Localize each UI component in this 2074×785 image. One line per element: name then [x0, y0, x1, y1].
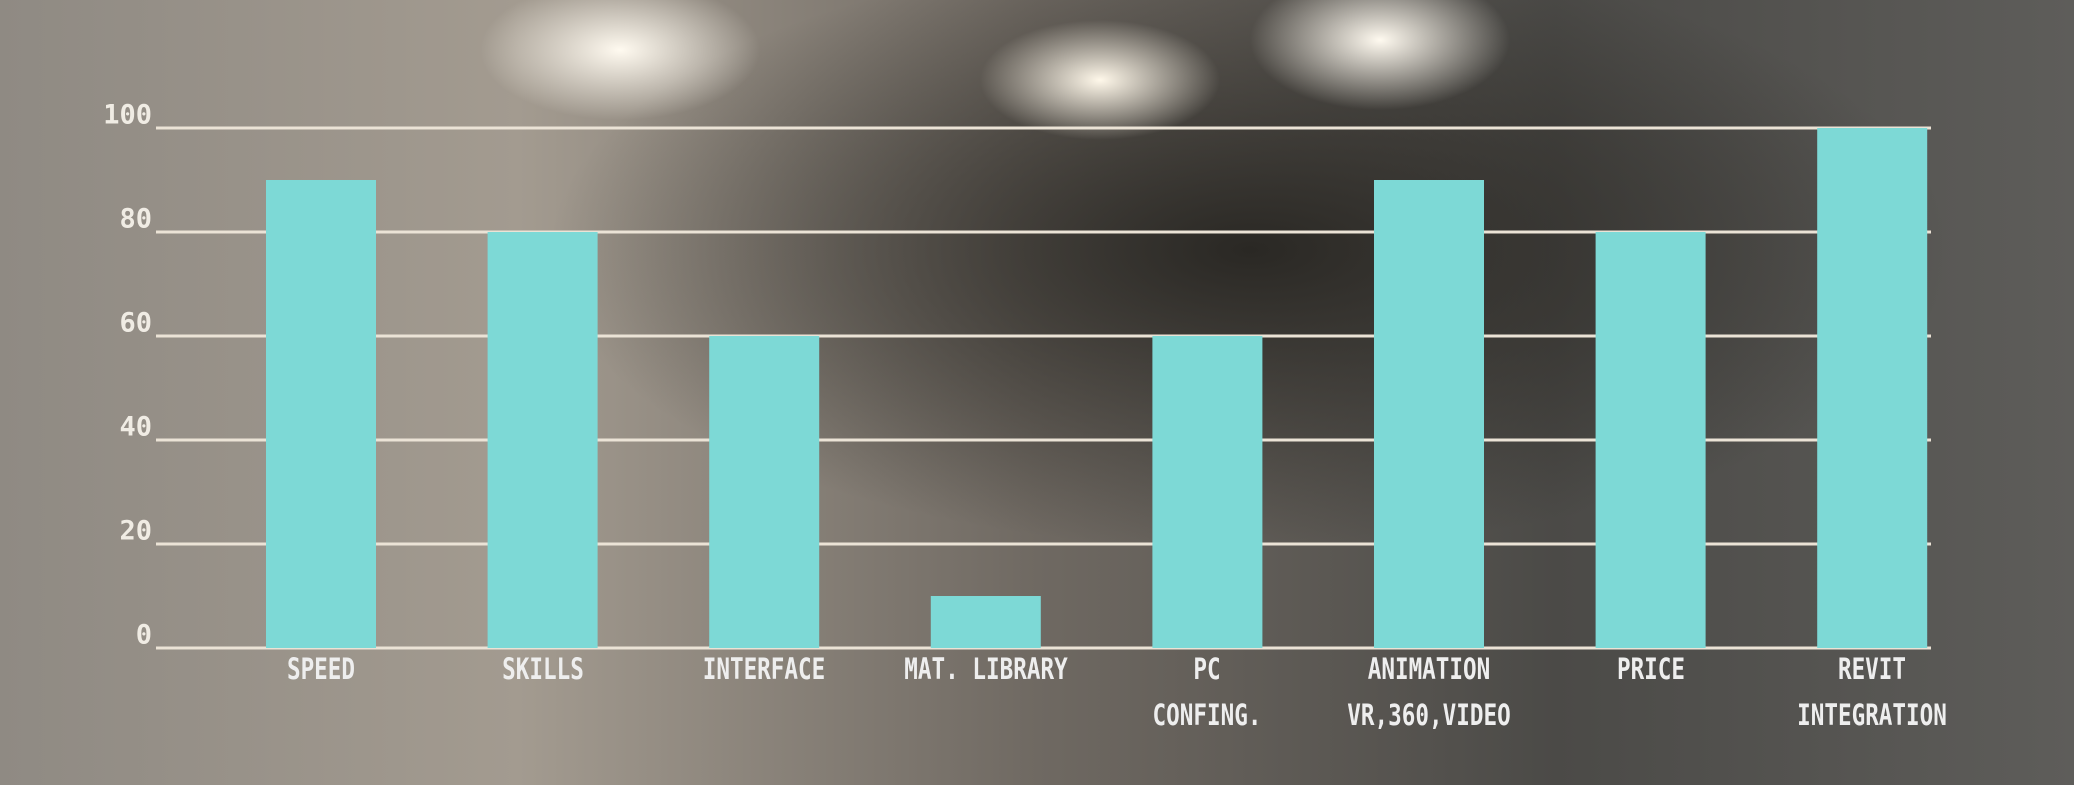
bar	[930, 596, 1041, 648]
y-tick-label: 80	[119, 204, 152, 235]
bar	[266, 180, 376, 648]
y-tick-label: 40	[119, 412, 152, 443]
bar	[1152, 336, 1263, 648]
bar	[487, 232, 598, 648]
x-tick-label: MAT. LIBRARY	[904, 652, 1068, 686]
bar	[709, 336, 820, 648]
x-tick-label: PRICE	[1616, 652, 1685, 686]
y-tick-label: 60	[119, 308, 152, 339]
y-tick-label: 0	[136, 620, 152, 651]
x-tick-label: PC CONFING.	[1152, 652, 1262, 732]
bar	[1374, 180, 1484, 648]
x-tick-label: SPEED	[286, 652, 356, 686]
bar	[1595, 232, 1706, 648]
y-tick-label: 100	[103, 100, 152, 131]
y-tick-label: 20	[119, 516, 152, 547]
x-tick-label: REVIT INTEGRATION	[1797, 652, 1948, 732]
x-tick-label: INTERFACE	[702, 652, 826, 686]
bar	[1817, 128, 1928, 648]
x-tick-label: ANIMATION VR,360,VIDEO	[1347, 652, 1511, 732]
x-tick-label: SKILLS	[501, 652, 584, 686]
